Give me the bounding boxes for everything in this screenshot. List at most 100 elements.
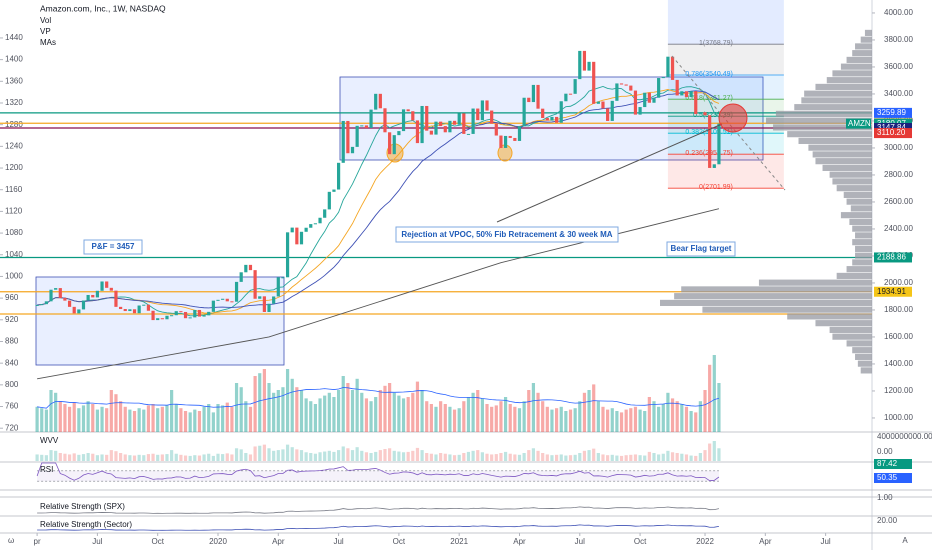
volume-bar — [128, 409, 132, 432]
wvv-bar — [318, 452, 322, 461]
auto-scale-button[interactable]: A — [902, 536, 908, 545]
wvv-bar — [225, 453, 229, 461]
candle — [179, 311, 183, 313]
fib-label: 0(2701.99) — [699, 184, 733, 191]
price-tag-label: 3147.84 — [877, 123, 906, 132]
wvv-bar — [629, 454, 633, 461]
wvv-bar — [480, 452, 484, 461]
y-tick-label: 3600.00 — [884, 62, 913, 71]
wvv-bar — [174, 453, 178, 461]
candle — [717, 123, 721, 165]
volume-bar — [374, 397, 378, 432]
volume-bar — [652, 401, 656, 432]
volume-bar — [439, 401, 443, 432]
volume-profile-bar — [702, 306, 872, 313]
volume-bar — [503, 397, 508, 432]
wvv-bar — [703, 450, 707, 461]
volume-bar — [490, 406, 494, 432]
volume-bar — [378, 390, 382, 432]
wvv-bar — [142, 455, 146, 461]
wvv-bar — [708, 443, 712, 461]
volume-bar — [578, 401, 582, 432]
wvv-bar — [323, 451, 327, 461]
volume-profile-bar — [864, 29, 872, 36]
y2-tick-label: 1160 — [5, 185, 23, 194]
volume-bar — [698, 401, 702, 432]
candle — [118, 306, 123, 310]
wvv-bar — [573, 454, 577, 461]
wvv-bar — [35, 454, 39, 461]
candle — [638, 107, 642, 115]
wvv-bar — [253, 446, 257, 461]
wvv-bar — [392, 450, 396, 461]
volume-profile-bar — [766, 117, 872, 124]
volume-bar — [118, 401, 123, 432]
candle — [536, 84, 540, 109]
candle — [332, 189, 336, 192]
volume-profile-bar — [846, 340, 872, 347]
volume-bar — [462, 401, 466, 432]
wvv-bar — [369, 453, 373, 461]
candle — [652, 97, 656, 103]
volume-bar — [684, 406, 689, 432]
candle — [601, 101, 605, 109]
volume-bar — [531, 383, 536, 432]
candle — [276, 277, 280, 297]
wvv-bar — [578, 453, 582, 461]
wvv-bar — [267, 448, 271, 461]
volume-profile-bar — [852, 347, 872, 354]
candle — [448, 120, 452, 133]
candle — [503, 135, 508, 148]
candle — [689, 91, 693, 98]
volume-bar — [77, 408, 81, 432]
volume-bar — [197, 411, 202, 432]
y2-tick-label: 1040 — [5, 250, 23, 259]
wvv-bar — [541, 453, 545, 461]
drawings-top: Rejection at VPOC, 50% Fib Retracement &… — [8, 3, 908, 545]
wvv-bar — [336, 450, 341, 461]
y-tick-label: 3800.00 — [884, 35, 913, 44]
wvv-bar — [304, 452, 308, 461]
volume-bar — [221, 405, 225, 432]
volume-profile-bar — [855, 353, 872, 360]
wvv-bar — [425, 453, 429, 461]
volume-bar — [545, 406, 549, 432]
candle — [299, 231, 304, 245]
volume-bar — [327, 392, 331, 432]
volume-bar — [146, 405, 151, 432]
volume-profile-bar — [855, 232, 872, 239]
volume-bar — [406, 397, 410, 432]
wvv-bar — [406, 451, 410, 461]
volume-bar — [318, 398, 322, 432]
wvv-bar — [388, 448, 392, 461]
candle — [216, 299, 220, 301]
candle — [35, 304, 39, 306]
candle — [480, 100, 484, 121]
volume-bar — [202, 406, 206, 432]
price-tag-label: 2188.86 — [877, 253, 906, 262]
volume-bar — [638, 409, 642, 432]
volume-profile-bar — [840, 212, 872, 219]
candle — [388, 132, 392, 155]
candle — [587, 61, 591, 71]
candle — [550, 116, 554, 121]
y2-tick-label: 920 — [5, 315, 19, 324]
volume-bar — [420, 390, 424, 432]
volume-profile-bar — [846, 198, 872, 205]
icon: ω — [8, 536, 14, 545]
y2-tick-label: 1360 — [5, 76, 23, 85]
candle — [67, 300, 72, 307]
chart-title: Amazon.com, Inc., 1W, NASDAQ — [40, 3, 166, 13]
wvv-bar — [527, 450, 531, 461]
volume-profile-bar — [660, 299, 872, 306]
volume-profile-bar — [808, 144, 872, 151]
candle — [610, 100, 614, 121]
y2-tick-label: 1080 — [5, 228, 23, 237]
volume-profile-bar — [826, 77, 872, 84]
wvv-bar — [633, 454, 638, 461]
fib-label: 0.786(3540.49) — [685, 71, 732, 78]
wvv-bar — [299, 450, 304, 461]
candle — [170, 315, 174, 317]
wvv-bar — [670, 452, 675, 461]
candle — [666, 56, 670, 78]
